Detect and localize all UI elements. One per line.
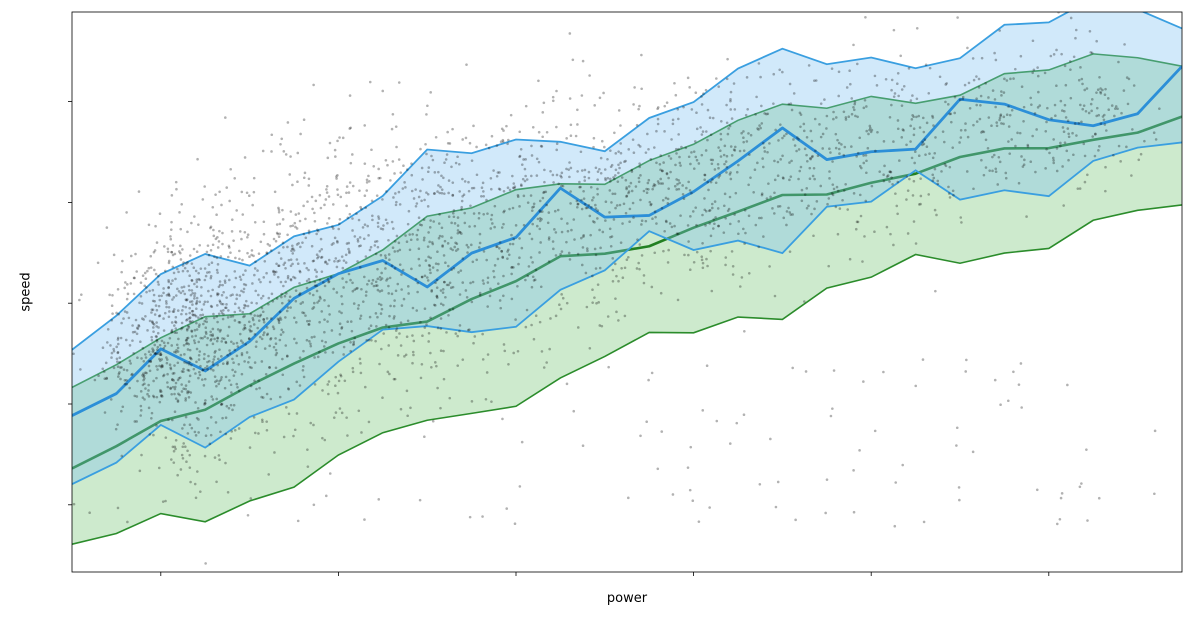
y-axis-label: speed [19, 272, 34, 311]
chart-container: speed power [0, 0, 1200, 627]
x-axis-label: power [607, 591, 647, 606]
chart-svg [0, 0, 1200, 627]
